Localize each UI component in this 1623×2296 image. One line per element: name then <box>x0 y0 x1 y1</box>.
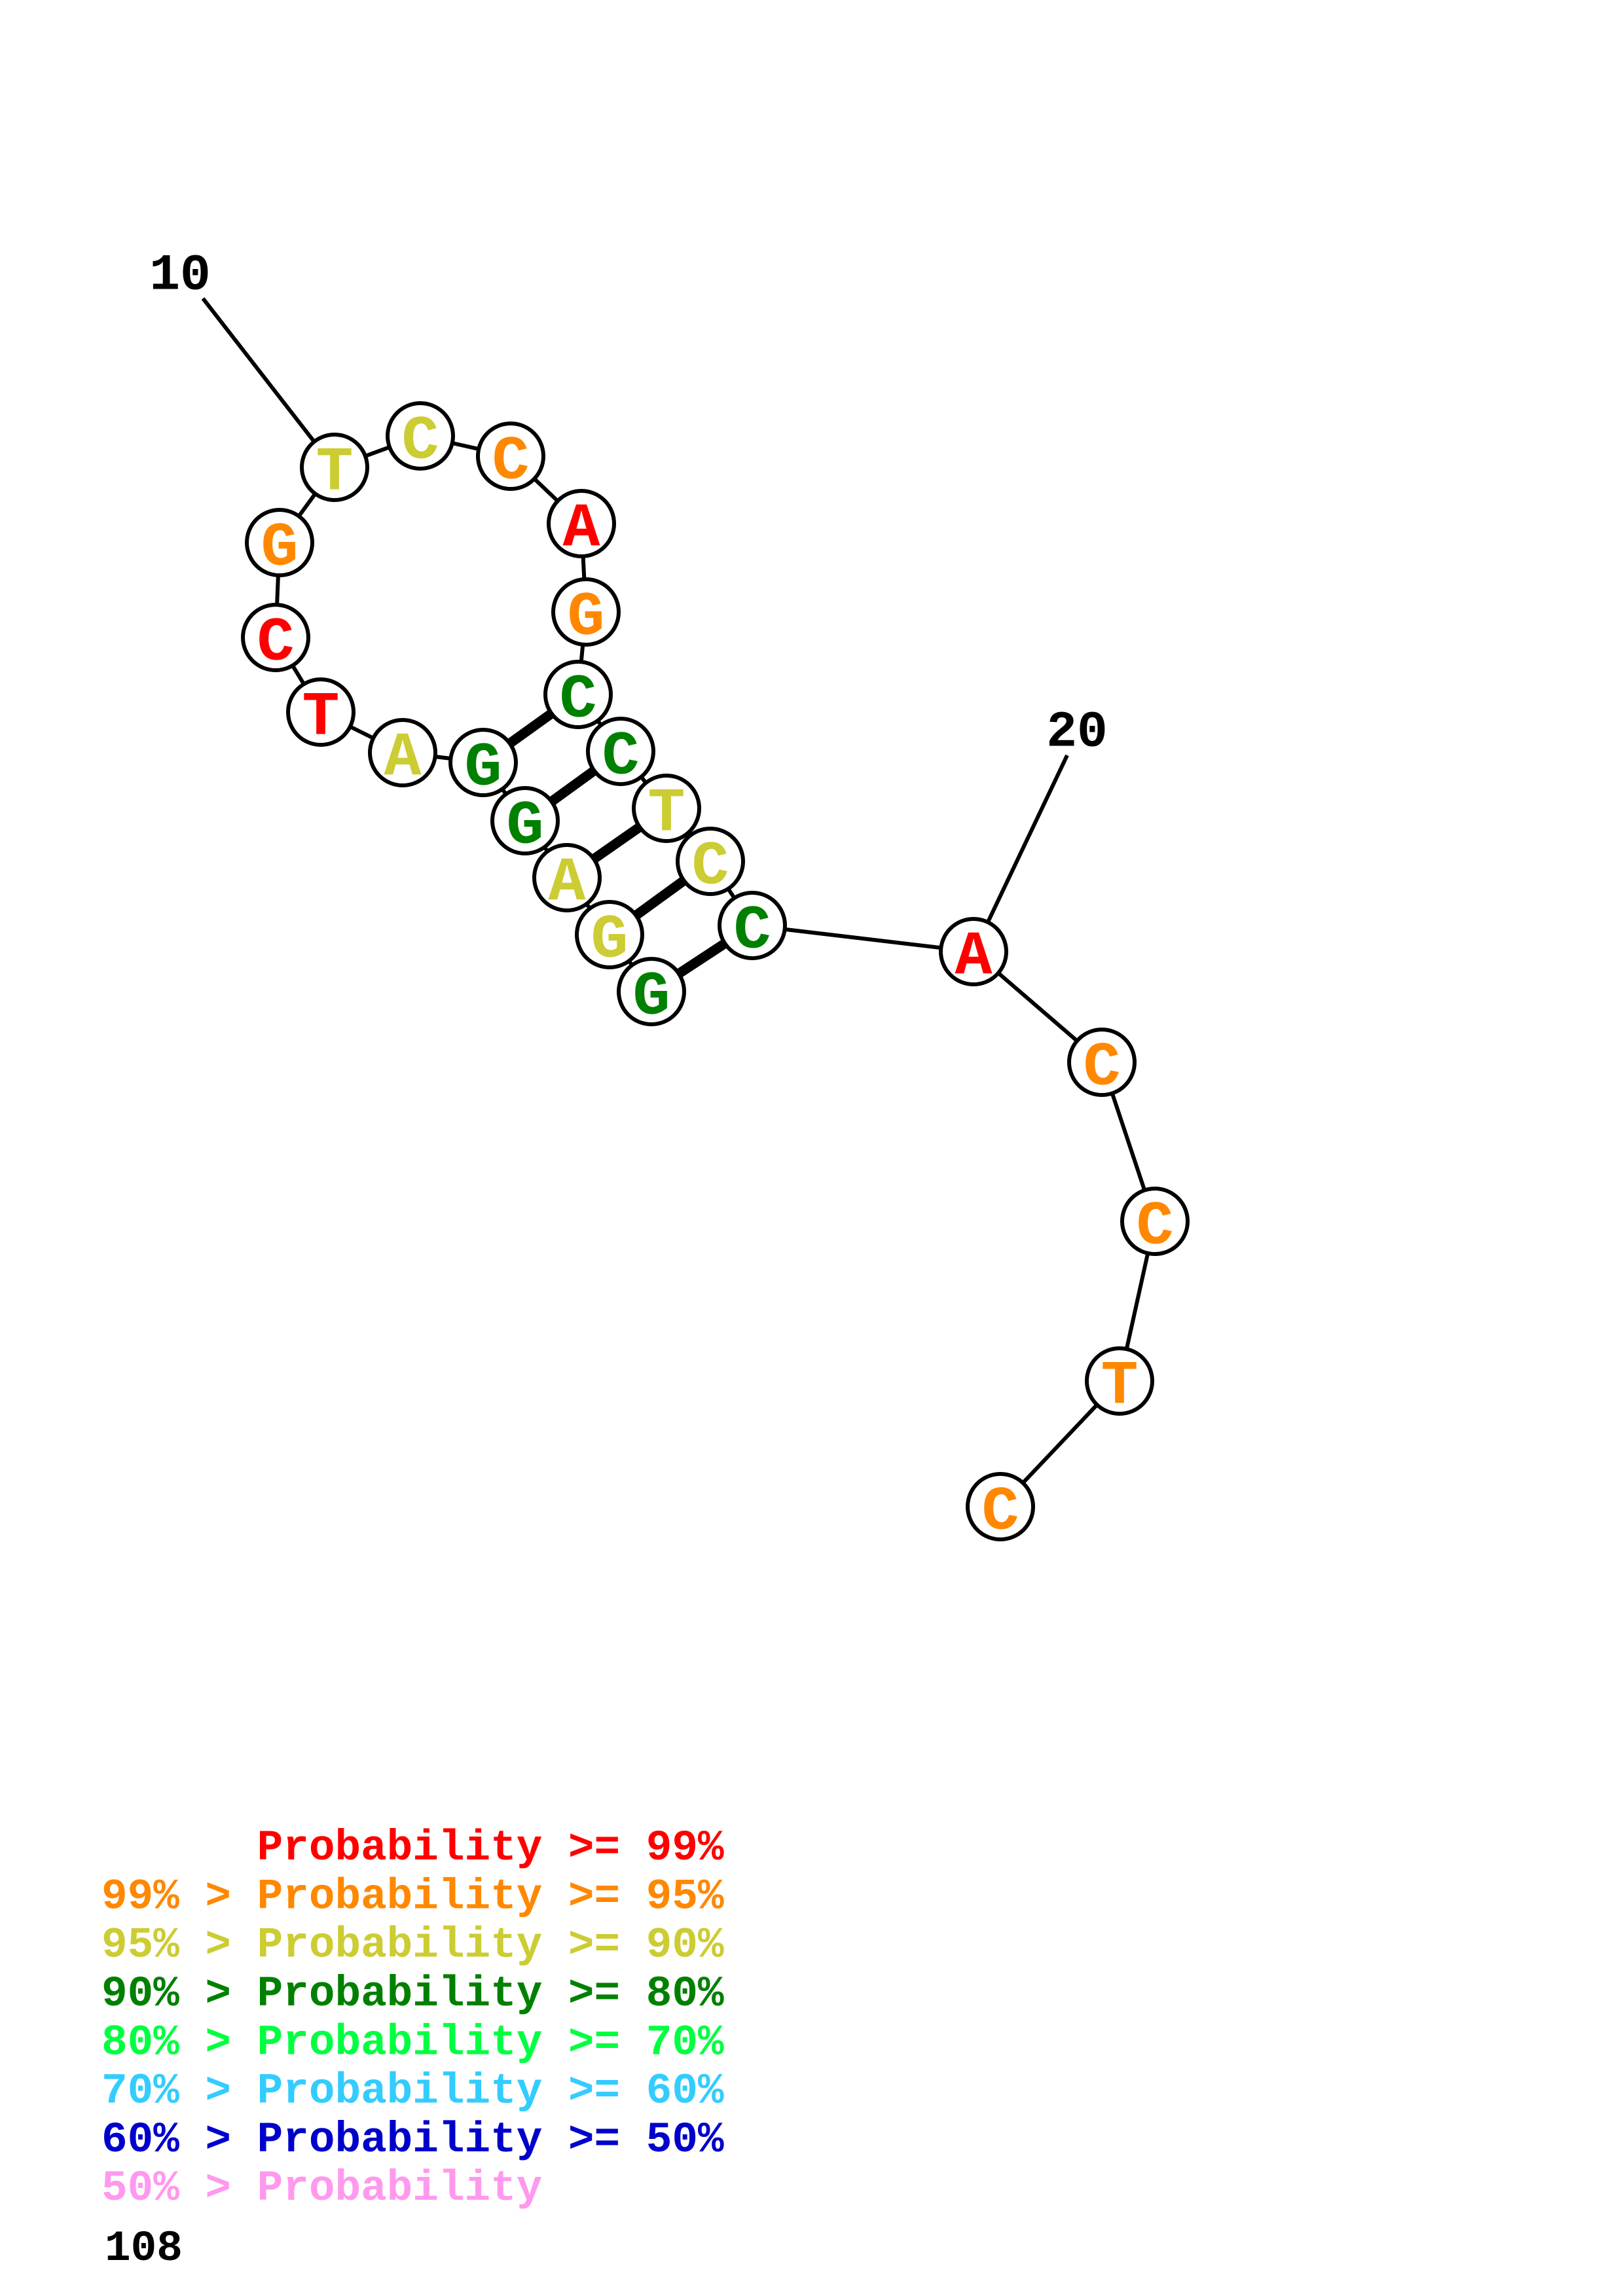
nucleotide-base-letter: G <box>591 905 628 975</box>
index-pointer-line <box>201 297 316 443</box>
legend-item: 80% > Probability >= 70% <box>101 2018 724 2067</box>
nucleotide-base-letter: T <box>316 437 353 508</box>
sequence-length-label: 108 <box>105 2224 183 2273</box>
nucleotide-base-letter: G <box>464 732 501 803</box>
nucleotide-base-letter: C <box>492 426 529 497</box>
nucleotide-base-letter: G <box>261 512 298 583</box>
nucleotide-base-letter: C <box>981 1477 1019 1547</box>
nucleotide-node <box>632 774 701 843</box>
backbone-line <box>752 924 974 954</box>
nucleotide-node <box>532 843 602 912</box>
nucleotide-node <box>386 401 455 471</box>
nucleotide-base-letter: C <box>733 895 771 966</box>
legend-item: Probability >= 99% <box>101 1823 724 1873</box>
nucleotide-base-letter: A <box>562 493 600 564</box>
nucleotide-node <box>939 917 1008 986</box>
nucleotide-node <box>448 728 518 797</box>
nucleotide-node <box>575 900 644 969</box>
nucleotide-node <box>718 891 787 960</box>
nucleotide-node <box>617 957 686 1026</box>
nucleotide-node <box>547 489 616 558</box>
nucleotide-node <box>286 677 356 747</box>
nucleotide-base-letter: C <box>257 607 294 678</box>
nucleotide-index-label: 10 <box>149 247 211 304</box>
nucleotide-index-label: 20 <box>1046 704 1108 761</box>
nucleotide-node <box>476 422 545 491</box>
nucleotide-base-letter: C <box>1083 1032 1120 1103</box>
nucleotide-base-letter: C <box>602 721 639 792</box>
nucleotide-node <box>1085 1346 1154 1416</box>
nucleotide-base-letter: C <box>1136 1191 1173 1262</box>
legend-item: 50% > Probability <box>101 2164 542 2213</box>
nucleotide-node <box>676 827 745 896</box>
nucleotide-base-letter: T <box>1101 1351 1138 1422</box>
nucleotide-base-letter: A <box>955 922 993 992</box>
legend-item: 70% > Probability >= 60% <box>101 2067 724 2116</box>
nucleotide-base-letter: G <box>567 582 604 653</box>
nucleotide-node <box>490 786 560 855</box>
nucleotide-node <box>241 603 310 672</box>
nucleotide-base-letter: T <box>302 682 339 753</box>
nucleotide-node <box>300 433 369 502</box>
nucleotide-node <box>245 508 314 577</box>
legend-item: 99% > Probability >= 95% <box>101 1872 724 1921</box>
nucleotide-node <box>368 718 437 787</box>
nucleotide-base-letter: C <box>559 664 596 735</box>
index-pointer-line <box>984 754 1069 927</box>
nucleotide-base-letter: C <box>691 831 729 902</box>
nucleotide-node <box>1120 1187 1190 1256</box>
nucleotide-base-letter: T <box>647 778 685 849</box>
legend-item: 95% > Probability >= 90% <box>101 1921 724 1970</box>
legend-item: 90% > Probability >= 80% <box>101 1969 724 2018</box>
nucleotide-node <box>1067 1028 1137 1097</box>
nucleotide-base-letter: G <box>506 791 543 861</box>
nucleotide-node <box>543 660 613 729</box>
nucleotide-node <box>586 717 655 786</box>
nucleotide-base-letter: A <box>384 723 422 793</box>
legend-item: 60% > Probability >= 50% <box>101 2115 724 2164</box>
nucleotide-base-letter: G <box>632 961 670 1032</box>
nucleotide-node <box>966 1472 1035 1541</box>
nucleotide-node <box>551 577 621 647</box>
nucleotide-base-letter: C <box>401 406 439 476</box>
nucleotide-base-letter: A <box>548 848 586 918</box>
